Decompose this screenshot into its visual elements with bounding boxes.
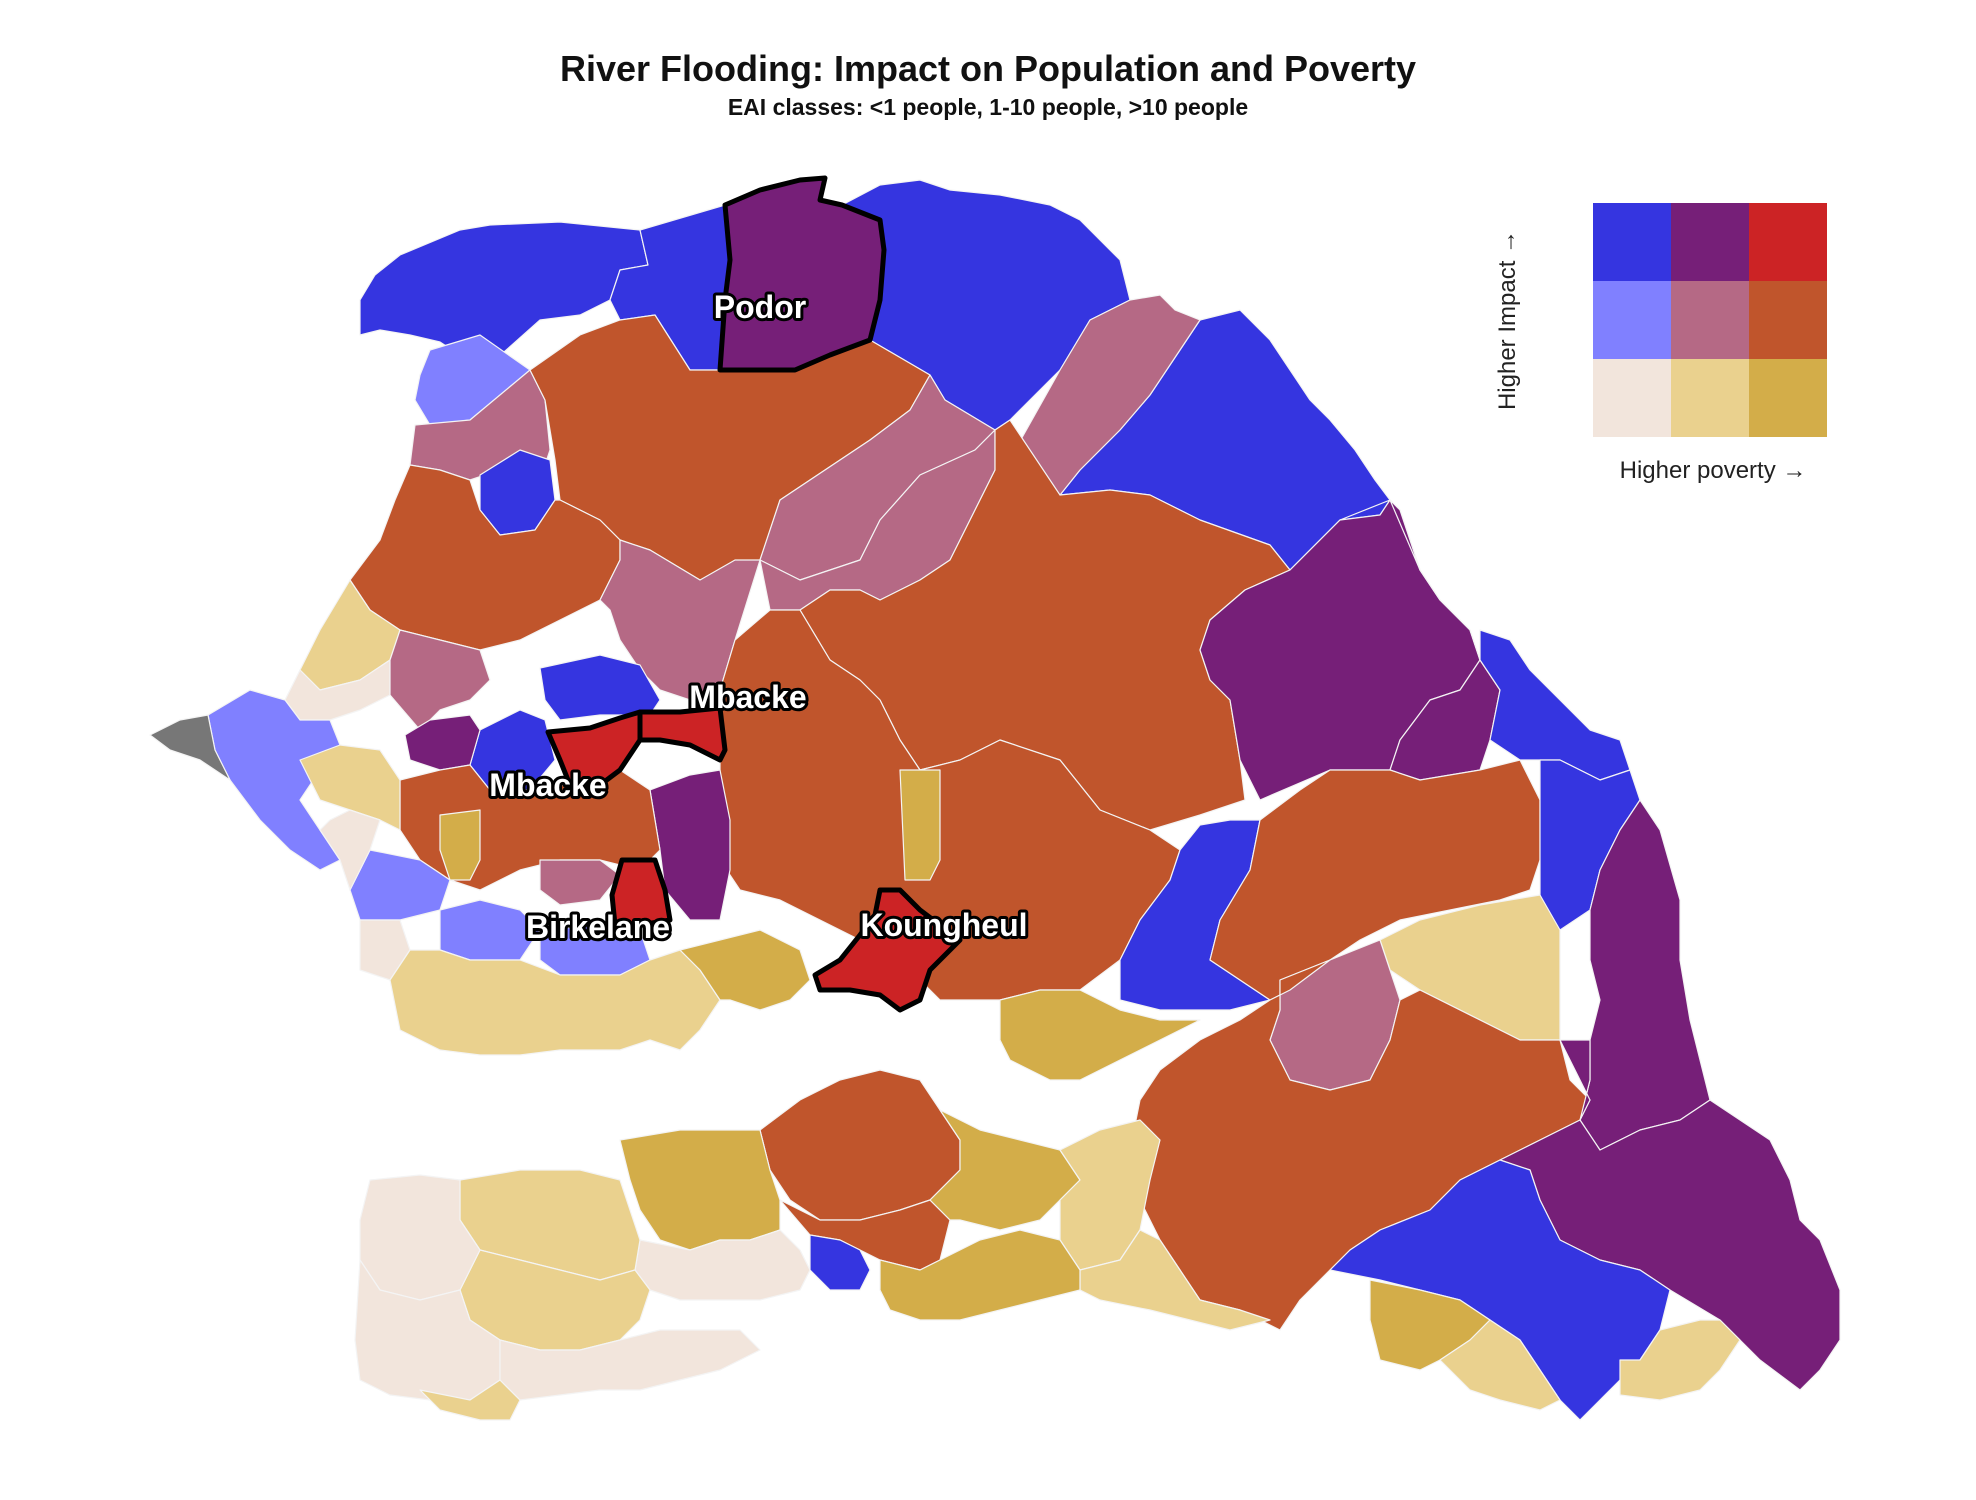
region-velingara-orange <box>759 1069 961 1221</box>
highlighted-outlines <box>545 175 963 1013</box>
region-bounkiling-blue <box>809 1234 871 1291</box>
region-sand-dark <box>439 809 481 881</box>
region-koungheul-sand <box>999 989 1201 1081</box>
region-mbour-sand <box>299 744 401 831</box>
region-kaolack-mauve <box>539 859 621 906</box>
legend-cell-low-impact-low-poverty <box>1593 359 1671 437</box>
legend-x-axis-label: Higher poverty → <box>1619 457 1807 484</box>
outline-birkelane <box>609 857 673 928</box>
label-mbacke-east: Mbacke <box>689 679 806 715</box>
region-goudiry-orange <box>1209 759 1541 1001</box>
bivariate-legend <box>1593 203 1827 437</box>
legend-cell-high-impact-low-poverty <box>1593 203 1671 281</box>
label-birkelane: Birkelane <box>526 909 670 945</box>
region-joal-cream <box>319 809 381 891</box>
map-title: River Flooding: Impact on Population and… <box>559 48 1417 89</box>
legend-cell-mid-impact-high-poverty <box>1749 281 1827 359</box>
district-labels: Podor Mbacke Mbacke Birkelane Koungheul <box>486 286 1030 948</box>
region-diourbel-mauve <box>599 539 761 701</box>
legend-cell-low-impact-high-poverty <box>1749 359 1827 437</box>
region-thies-mauve <box>389 629 491 731</box>
legend-cell-mid-impact-mid-poverty <box>1671 281 1749 359</box>
southern-regions <box>354 959 1841 1421</box>
region-kolda-sand <box>879 1229 1081 1321</box>
region-gossas-purple <box>649 769 731 921</box>
region-sand-se-2 <box>1439 1319 1561 1411</box>
outline-koungheul <box>812 887 963 1013</box>
legend-cell-high-impact-high-poverty <box>1749 203 1827 281</box>
central-regions <box>149 609 1711 1151</box>
region-coast-lightblue-sw <box>349 849 451 921</box>
region-sw-sand-2 <box>419 1379 521 1421</box>
region-sand-south-2 <box>679 929 811 1011</box>
region-sand-south-mid <box>929 1109 1081 1231</box>
label-mbacke-west: Mbacke <box>489 767 606 803</box>
legend-cell-high-impact-mid-poverty <box>1671 203 1749 281</box>
region-mbacke-east <box>639 707 726 761</box>
region-bakel-blue <box>1479 629 1631 781</box>
legend-cell-mid-impact-low-poverty <box>1593 281 1671 359</box>
legend-cell-low-impact-mid-poverty <box>1671 359 1749 437</box>
outline-mbacke-west <box>545 709 643 788</box>
outline-podor <box>717 175 887 373</box>
region-south-cream-strip <box>499 1329 761 1401</box>
region-dakar-grey <box>149 714 231 781</box>
outline-mbacke-east <box>637 705 728 763</box>
region-sand-se-3 <box>1619 1319 1741 1401</box>
legend-y-axis-label: Higher Impact → <box>1494 229 1521 411</box>
region-sine-saloum-sand <box>389 949 721 1056</box>
region-dakar-lightblue <box>207 689 341 871</box>
region-sedhiou-sand <box>619 1129 781 1251</box>
label-podor: Podor <box>714 289 806 325</box>
region-cream-south-1 <box>634 1229 811 1301</box>
region-sand-strip <box>899 769 941 881</box>
northern-regions <box>284 177 1631 831</box>
label-koungheul: Koungheul <box>860 907 1027 943</box>
map-subtitle: EAI classes: <1 people, 1-10 people, >10… <box>727 94 1249 120</box>
region-sand-east <box>1379 894 1561 1041</box>
region-diourbel-purple <box>404 714 481 771</box>
